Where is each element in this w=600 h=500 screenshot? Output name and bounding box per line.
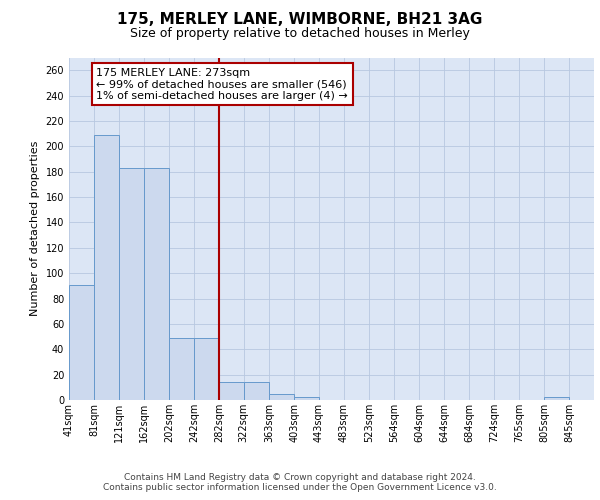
Bar [119,168,144,400]
Text: Size of property relative to detached houses in Merley: Size of property relative to detached ho… [130,28,470,40]
Text: Contains HM Land Registry data © Crown copyright and database right 2024.: Contains HM Land Registry data © Crown c… [124,474,476,482]
Text: 175, MERLEY LANE, WIMBORNE, BH21 3AG: 175, MERLEY LANE, WIMBORNE, BH21 3AG [118,12,482,28]
Y-axis label: Number of detached properties: Number of detached properties [30,141,40,316]
Bar [244,382,269,400]
Bar [294,398,319,400]
Bar [194,338,219,400]
Text: 175 MERLEY LANE: 273sqm
← 99% of detached houses are smaller (546)
1% of semi-de: 175 MERLEY LANE: 273sqm ← 99% of detache… [97,68,348,101]
Text: Contains public sector information licensed under the Open Government Licence v3: Contains public sector information licen… [103,484,497,492]
Bar [544,398,569,400]
Bar [169,338,194,400]
Bar [144,168,169,400]
Bar [94,135,119,400]
Bar [219,382,244,400]
Bar [69,284,94,400]
Bar [269,394,294,400]
